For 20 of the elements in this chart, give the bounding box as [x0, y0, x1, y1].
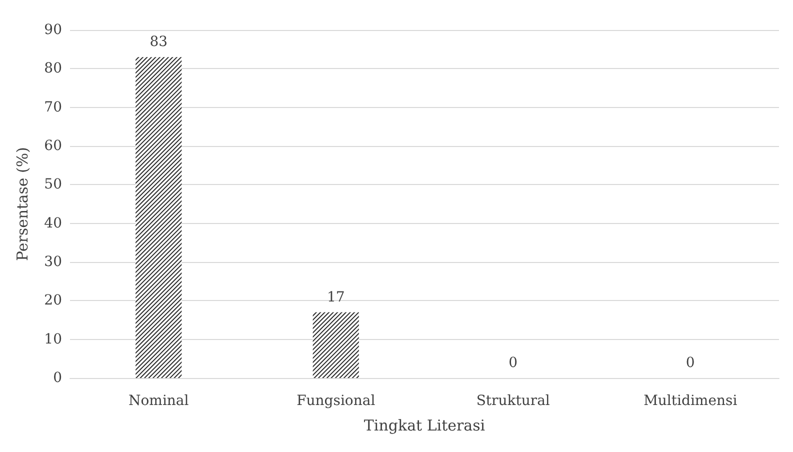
- y-tick-label: 0: [53, 370, 62, 386]
- x-axis-title: Tingkat Literasi: [364, 416, 486, 434]
- x-tick-label: Struktural: [476, 393, 550, 409]
- data-label: 0: [508, 355, 518, 371]
- x-tick-label: Fungsional: [296, 393, 376, 409]
- x-tick-label: Multidimensi: [644, 393, 738, 409]
- y-tick-label: 30: [44, 254, 62, 270]
- y-tick-label: 90: [44, 22, 62, 38]
- y-tick-label: 80: [44, 60, 62, 77]
- y-tick-label: 20: [44, 292, 62, 309]
- y-tick-label: 40: [44, 215, 62, 232]
- data-label: 17: [326, 289, 345, 306]
- data-label: 0: [686, 355, 695, 371]
- y-tick-label: 50: [44, 176, 62, 193]
- y-tick-label: 60: [44, 138, 62, 154]
- y-tick-label: 70: [44, 99, 62, 116]
- data-label: 83: [150, 34, 168, 50]
- x-tick-label: Nominal: [128, 393, 190, 409]
- y-axis-title: Persentase (%): [14, 147, 32, 261]
- y-tick-label: 10: [44, 331, 62, 348]
